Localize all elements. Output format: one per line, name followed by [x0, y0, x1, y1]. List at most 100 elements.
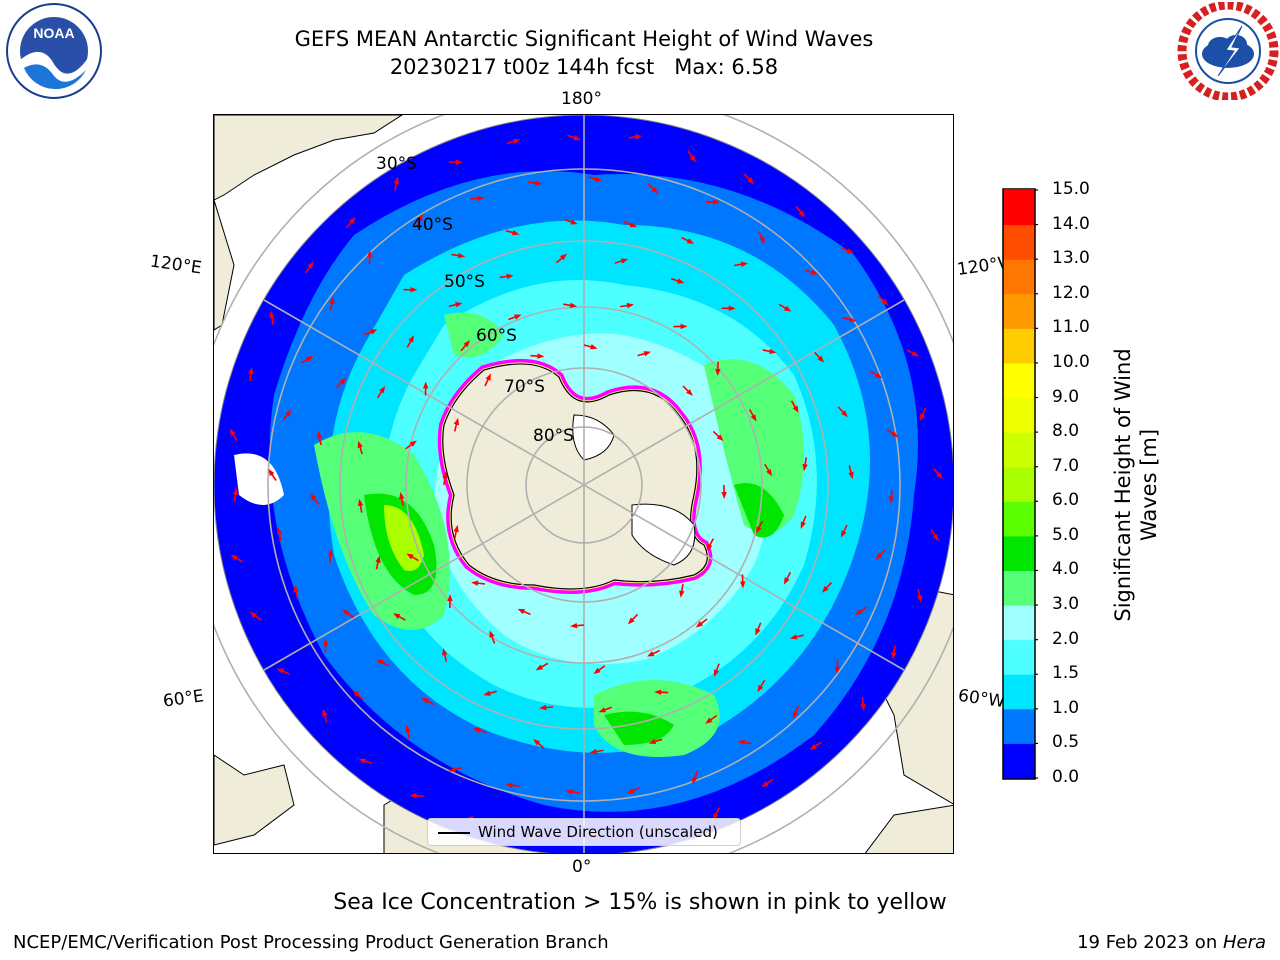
wind-arrow	[533, 739, 545, 749]
wind-arrow	[451, 252, 466, 259]
colorbar-cell	[1003, 708, 1035, 744]
wind-arrow	[229, 428, 238, 441]
wind-arrow	[517, 608, 531, 616]
wind-arrow	[366, 250, 373, 265]
wind-arrow	[821, 582, 833, 593]
wind-arrow	[721, 305, 736, 312]
wind-arrow	[508, 314, 522, 321]
wind-arrow	[589, 748, 604, 755]
wind-arrow	[598, 706, 612, 713]
colorbar-tick-label: 3.0	[1052, 594, 1080, 615]
lat-label-80s: 80°S	[533, 426, 574, 446]
wind-arrow	[484, 373, 491, 387]
wind-arrow	[405, 724, 411, 739]
wind-arrow	[800, 515, 807, 529]
colorbar-tick-label: 8.0	[1052, 421, 1080, 442]
lat-label-40s: 40°S	[412, 215, 453, 235]
colorbar-cell	[1003, 397, 1035, 433]
wind-arrow	[670, 277, 685, 284]
wind-arrow	[860, 696, 866, 712]
wind-arrow	[583, 344, 598, 350]
wind-arrow	[637, 351, 652, 357]
wind-arrow	[358, 758, 373, 765]
sea-ice-caption: Sea Ice Concentration > 15% is shown in …	[333, 890, 947, 915]
wind-arrow	[654, 689, 669, 695]
wind-arrow	[620, 302, 634, 309]
wind-arrow	[848, 465, 854, 480]
wind-arrow	[681, 236, 695, 244]
wind-arrow	[393, 613, 406, 621]
colorbar-tick-label: 9.0	[1052, 386, 1080, 407]
wind-arrow	[916, 588, 923, 603]
lon-label-upper-left: 120°E	[148, 251, 203, 279]
wind-arrow	[442, 471, 448, 486]
wind-arrow	[230, 554, 243, 563]
wind-arrow	[705, 714, 718, 724]
wind-arrow	[869, 370, 883, 379]
wind-arrow	[316, 431, 323, 446]
colorbar-tick-label: 0.0	[1052, 767, 1080, 787]
colorbar-cell	[1003, 432, 1035, 468]
wind-arrow	[530, 353, 545, 359]
wind-arrow	[499, 273, 514, 280]
wind-arrow	[505, 229, 520, 236]
colorbar-tick-label: 6.0	[1052, 490, 1080, 511]
wind-arrow	[614, 258, 629, 264]
colorbar-cell	[1003, 570, 1035, 606]
colorbar-cell	[1003, 639, 1035, 675]
wind-arrow	[740, 574, 746, 589]
lon-label-top: 180°	[561, 89, 602, 109]
footer-host: Hera	[1222, 932, 1266, 953]
wind-arrow	[783, 571, 792, 585]
antarctica	[437, 358, 713, 594]
wind-arrow	[570, 622, 585, 629]
wind-arrow	[813, 351, 825, 363]
wind-arrow	[626, 787, 640, 794]
wind-arrow	[809, 741, 822, 750]
wind-arrow	[920, 407, 927, 421]
noaa-logo-icon: NOAA	[6, 3, 102, 99]
wind-arrow	[415, 213, 423, 227]
colorbar-cell	[1003, 605, 1035, 641]
wind-arrow	[406, 335, 415, 348]
wind-arrow	[764, 463, 773, 477]
wind-arrow	[329, 296, 335, 311]
wind-arrow	[300, 355, 314, 364]
wind-arrow	[834, 659, 841, 674]
wind-arrow	[673, 323, 688, 330]
legend-line-sample	[438, 832, 470, 834]
colorbar-tick-label: 12.0	[1052, 282, 1090, 303]
wind-arrow	[647, 183, 659, 194]
wind-arrow	[276, 527, 283, 541]
wind-arrow	[448, 159, 463, 165]
wind-direction-arrows	[229, 134, 943, 840]
wind-arrow	[453, 417, 460, 432]
colorbar-title-line2: Waves [m]	[1137, 429, 1161, 541]
wind-arrow	[761, 778, 774, 788]
wind-arrow	[627, 613, 639, 625]
wind-arrow	[539, 704, 554, 711]
colorbar-tick-label: 2.0	[1052, 628, 1080, 649]
wind-arrow	[875, 548, 886, 560]
wind-arrow	[405, 440, 417, 450]
wind-arrow	[695, 618, 708, 628]
colorbar-title-line1: Significant Height of Wind	[1111, 348, 1135, 621]
wind-arrow	[268, 468, 277, 481]
wind-arrow	[877, 295, 889, 306]
wind-arrow	[757, 679, 766, 693]
wind-arrow	[489, 630, 496, 644]
wind-arrow	[322, 708, 328, 723]
colorbar-cell	[1003, 328, 1035, 364]
wind-arrow	[748, 409, 757, 422]
wind-arrow	[357, 440, 363, 455]
wind-arrow	[734, 261, 749, 267]
lon-label-lower-right: 60°W	[956, 685, 1007, 713]
wind-arrow	[473, 727, 487, 734]
wind-arrow	[789, 634, 804, 640]
wind-arrow	[837, 406, 848, 418]
wind-arrow	[346, 216, 356, 229]
wind-arrow	[471, 580, 486, 586]
wind-arrow	[342, 609, 354, 619]
wind-arrow	[327, 549, 334, 564]
colorbar-tick-label: 7.0	[1052, 455, 1080, 476]
